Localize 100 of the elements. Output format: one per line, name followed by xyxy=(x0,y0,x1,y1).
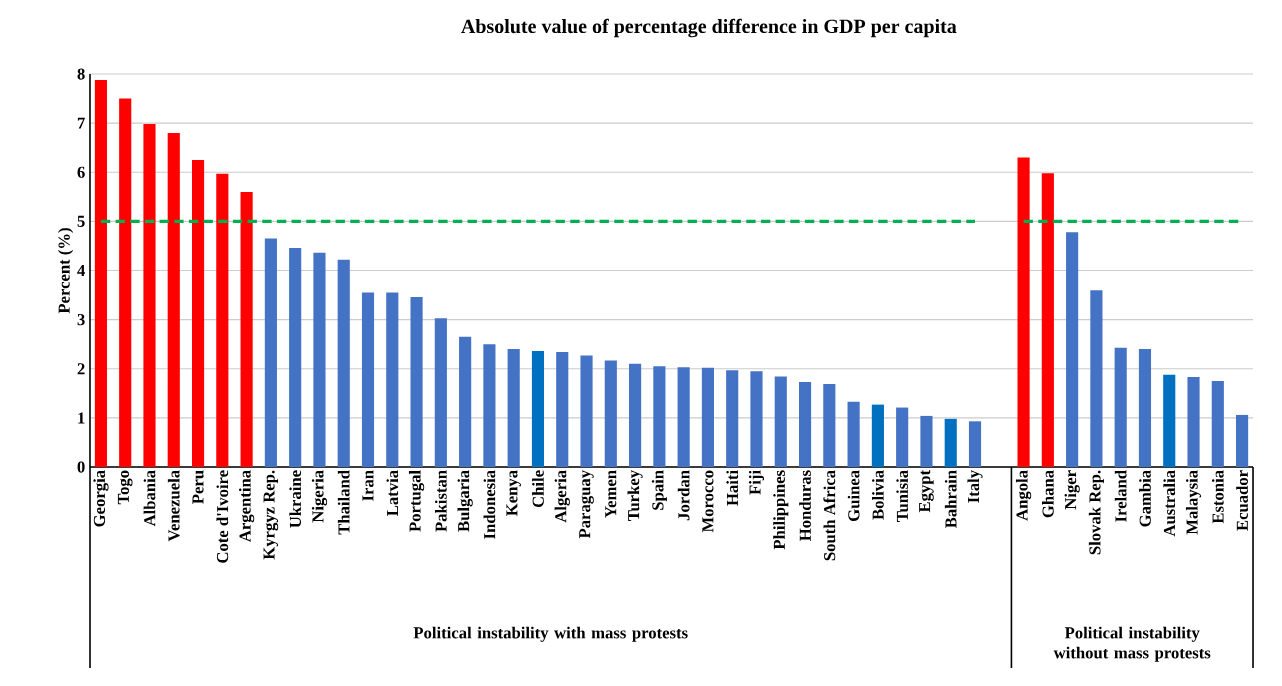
bar xyxy=(774,376,787,467)
x-tick-label: Algeria xyxy=(554,470,570,523)
x-tick-label: Latvia xyxy=(386,470,399,516)
bar xyxy=(750,371,763,467)
x-tick-label: Nigeria xyxy=(311,470,328,523)
x-tick-label: Bahrain xyxy=(944,470,957,529)
x-tick-label: Honduras xyxy=(799,470,811,541)
x-tick-label: Ghana xyxy=(1041,470,1054,518)
y-tick-label: 8 xyxy=(77,68,85,80)
y-axis-title: Percent (%) xyxy=(58,228,74,314)
bar xyxy=(313,252,326,467)
x-tick-label: Philippines xyxy=(773,470,789,550)
x-tick-label: Chile xyxy=(532,470,544,508)
x-tick-label: Egypt xyxy=(919,470,934,513)
bar xyxy=(531,351,545,467)
bar xyxy=(798,382,812,467)
bar xyxy=(677,367,690,467)
bar xyxy=(119,98,132,467)
x-tick-label: Bolivia xyxy=(872,470,884,520)
x-tick-label: Venezuela xyxy=(167,470,180,542)
bar xyxy=(1066,232,1079,467)
x-tick-label: Kenya xyxy=(506,470,521,516)
x-tick-label: Thailand xyxy=(337,470,350,535)
bar xyxy=(629,363,642,467)
x-tick-label: Malaysia xyxy=(1185,470,1202,535)
y-tick-label: 2 xyxy=(77,363,85,375)
y-tick-label: 1 xyxy=(78,412,85,424)
bar xyxy=(216,173,229,467)
bar xyxy=(604,360,617,467)
bar xyxy=(507,349,520,467)
bar xyxy=(823,383,836,467)
x-tick-label: Ukraine xyxy=(289,470,302,528)
x-tick-label: Bulgaria xyxy=(457,470,473,532)
bar xyxy=(167,132,180,467)
y-tick-label: 0 xyxy=(77,461,85,473)
x-tick-label: Australia xyxy=(1163,470,1176,537)
x-tick-label: Georgia xyxy=(93,470,109,527)
x-tick-label: Cote d'Ivoire xyxy=(216,470,229,563)
x-tick-label: Togo xyxy=(117,470,133,505)
bar xyxy=(264,238,277,467)
bar xyxy=(240,191,253,467)
x-tick-label: Turkey xyxy=(627,470,643,521)
x-tick-label: Jordan xyxy=(677,470,690,521)
bar xyxy=(1138,349,1152,467)
x-tick-label: Iran xyxy=(362,470,374,501)
bar xyxy=(1041,173,1054,467)
bar xyxy=(1187,377,1200,467)
y-tick-label: 7 xyxy=(77,117,85,129)
x-tick-label: Ecuador xyxy=(1236,470,1248,531)
bar xyxy=(1236,414,1249,467)
x-tick-label: South Africa xyxy=(823,470,836,561)
bar xyxy=(701,367,714,467)
bar xyxy=(896,407,909,467)
x-tick-label: Morocco xyxy=(702,470,714,533)
x-tick-label: Fiji xyxy=(748,470,765,495)
chart-title: Absolute value of percentage difference in GDP per capita xyxy=(461,18,957,38)
x-tick-label: Peru xyxy=(192,470,204,504)
x-tick-label: Yemen xyxy=(605,470,617,518)
x-tick-label: Niger xyxy=(1064,470,1080,510)
bar xyxy=(871,404,884,467)
x-tick-label: Kyrgyz Rep. xyxy=(263,470,279,560)
x-tick-label: Guinea xyxy=(847,470,860,521)
text: Political instability without mass protests xyxy=(1053,626,1211,662)
x-tick-label: Pakistan xyxy=(434,470,447,532)
bar xyxy=(1114,347,1127,467)
bar xyxy=(483,344,496,467)
bar xyxy=(1211,381,1224,467)
bar xyxy=(726,370,739,467)
x-tick-label: Angola xyxy=(1015,470,1032,521)
bar xyxy=(94,79,107,467)
bar xyxy=(143,124,156,467)
x-tick-label: Tunisia xyxy=(896,470,909,522)
bar xyxy=(289,247,302,467)
bar xyxy=(434,318,447,467)
bar xyxy=(337,259,350,467)
bar xyxy=(191,159,205,467)
x-tick-label: Slovak Rep. xyxy=(1088,470,1104,555)
bar xyxy=(459,336,472,467)
bar xyxy=(410,297,423,467)
x-tick-label: Italy xyxy=(967,470,983,503)
y-tick-label: 3 xyxy=(77,314,85,326)
bar xyxy=(386,292,399,467)
x-tick-label: Albania xyxy=(143,470,156,527)
text: Political instability with mass protests xyxy=(413,626,688,642)
y-tick-label: 4 xyxy=(77,265,85,276)
bar xyxy=(944,418,957,467)
y-tick-label: 6 xyxy=(77,166,85,178)
x-tick-label: Spain xyxy=(651,470,667,510)
x-tick-label: Indonesia xyxy=(483,470,496,539)
x-tick-label: Paraguay xyxy=(579,470,594,539)
bar xyxy=(1163,374,1176,467)
x-tick-label: Estonia xyxy=(1211,470,1224,524)
bar xyxy=(968,421,982,467)
x-tick-label: Gambia xyxy=(1139,470,1151,527)
bar xyxy=(1017,157,1030,467)
x-tick-label: Portugal xyxy=(408,470,425,532)
bar xyxy=(847,401,860,467)
bar xyxy=(556,352,569,467)
x-tick-label: Haiti xyxy=(726,470,739,506)
bar xyxy=(920,415,933,467)
